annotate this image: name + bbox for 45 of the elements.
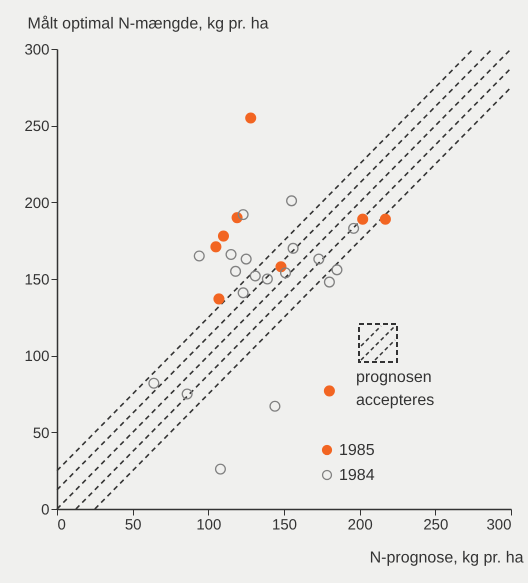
x-tick-label: 200 [348,516,373,534]
x-tick-label: 250 [423,516,448,534]
point [213,293,224,304]
x-axis-title: N-prognose, kg pr. ha [370,550,524,566]
y-tick-label: 150 [24,272,50,288]
point [238,209,249,220]
point [238,287,249,298]
y-tick-label: 200 [24,194,50,212]
x-tick-label: 300 [486,516,512,534]
point [280,267,292,278]
point [262,273,273,285]
point [218,230,229,242]
point [380,214,391,225]
point [313,254,324,265]
point [250,270,261,282]
point [286,195,298,206]
point [194,250,205,262]
y-tick-label: 300 [24,42,50,58]
point [288,242,299,254]
x-tick-label: 0 [58,516,66,534]
x-tick-label: 100 [196,516,222,534]
point [324,385,335,396]
point [245,112,256,124]
y-tick-label: 0 [41,502,50,518]
point [214,464,226,475]
point [357,214,368,225]
point [324,276,335,288]
point [230,266,242,277]
point [331,264,342,276]
legend-label: 1984 [339,467,375,484]
annotation: prognosen accepteres [356,368,436,411]
point [269,400,280,412]
y-tick-label: 250 [24,118,50,136]
point [348,222,360,234]
point [226,248,237,260]
y-axis-title: Målt optimal N-mængde, kg pr. ha [28,16,269,32]
legend-label: 1985 [339,442,375,459]
y-tick-label: 100 [24,348,50,366]
point [148,378,160,389]
point [240,254,252,265]
point [182,388,193,400]
y-tick-label: 50 [32,424,50,442]
x-tick-label: 150 [272,516,298,534]
point [210,241,222,252]
x-tick-label: 50 [124,516,142,534]
